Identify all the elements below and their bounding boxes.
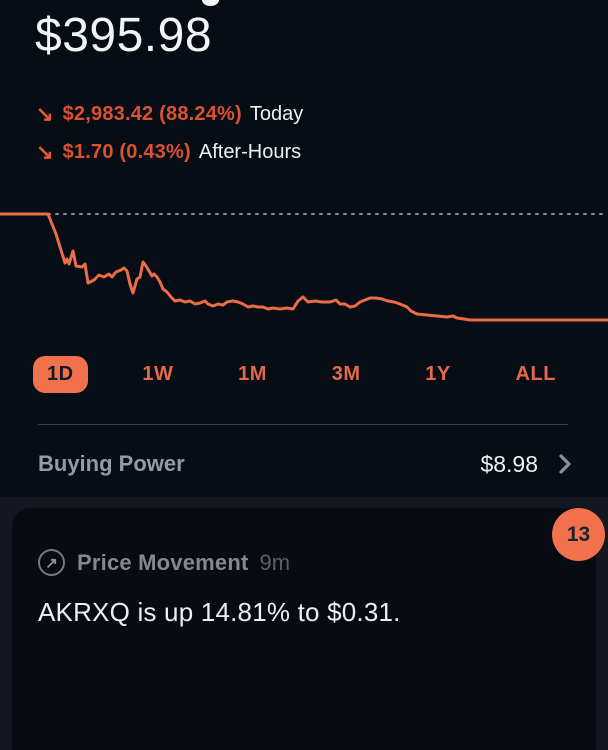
today-change-row: ↘ $2,983.42 (88.24%) Today (36, 102, 303, 127)
tab-3m[interactable]: 3M (331, 362, 361, 385)
buying-power-label: Buying Power (38, 451, 185, 476)
card-age: 9m (259, 549, 291, 575)
tab-all[interactable]: ALL (515, 362, 556, 385)
card-title: Price Movement (77, 549, 249, 575)
section-divider (38, 424, 568, 425)
clipped-heading-fragment (202, 0, 219, 6)
time-range-tabs: 1D 1W 1M 3M 1Y ALL (0, 354, 608, 394)
tab-1w[interactable]: 1W (142, 362, 174, 385)
down-arrow-icon: ↘ (36, 141, 54, 164)
after-hours-change-row: ↘ $1.70 (0.43%) After-Hours (36, 140, 303, 165)
card-body-text: AKRXQ is up 14.81% to $0.31. (38, 597, 401, 627)
card-header: ↗ Price Movement 9m (38, 549, 526, 576)
tab-1m[interactable]: 1M (238, 362, 267, 385)
notification-count-badge: 13 (552, 508, 605, 561)
tab-1d[interactable]: 1D (33, 355, 88, 393)
arrow-up-right-circle-icon: ↗ (38, 549, 65, 576)
today-change-label: Today (249, 103, 304, 125)
feed-section: 13 ↗ Price Movement 9m AKRXQ is up 14.81… (0, 497, 608, 750)
after-hours-change-label: After-Hours (198, 141, 302, 163)
after-hours-change-amount: $1.70 (0.43%) (62, 141, 191, 163)
portfolio-line-chart[interactable] (0, 190, 608, 345)
change-summary: ↘ $2,983.42 (88.24%) Today ↘ $1.70 (0.43… (36, 102, 303, 165)
buying-power-value: $8.98 (480, 450, 538, 477)
price-movement-card[interactable]: 13 ↗ Price Movement 9m AKRXQ is up 14.81… (12, 508, 605, 750)
portfolio-value: $395.98 (35, 9, 213, 62)
tab-1y[interactable]: 1Y (425, 362, 451, 385)
chevron-right-icon (558, 453, 572, 475)
today-change-amount: $2,983.42 (88.24%) (62, 103, 242, 125)
buying-power-row[interactable]: Buying Power $8.98 (38, 442, 572, 486)
down-arrow-icon: ↘ (36, 103, 54, 126)
